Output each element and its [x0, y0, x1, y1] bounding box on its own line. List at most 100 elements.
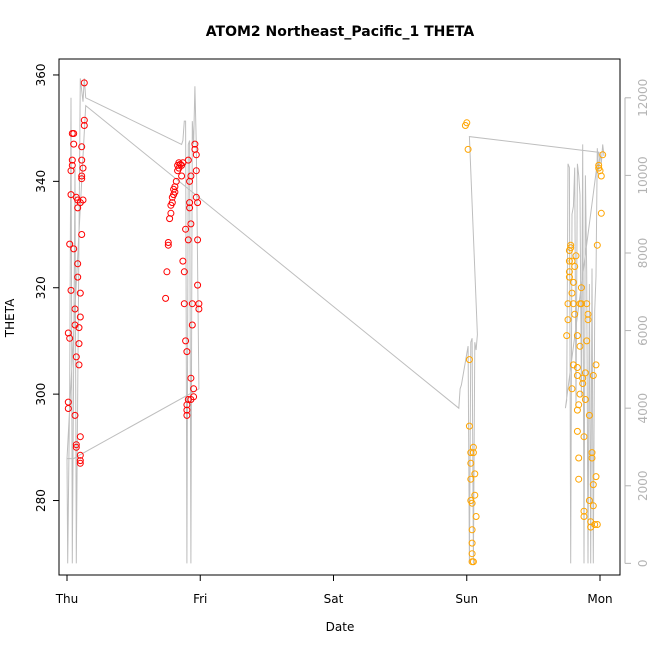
data-point: [568, 385, 576, 393]
y-axis-left: 280 300 320 340 360: [34, 64, 59, 512]
data-point: [67, 286, 75, 294]
data-point: [588, 449, 596, 457]
data-point: [164, 239, 172, 246]
data-point: [80, 79, 88, 87]
data-point: [183, 406, 191, 414]
y-tick-label: 320: [34, 276, 48, 299]
data-point: [183, 348, 191, 356]
data-point: [463, 119, 471, 127]
data-point: [72, 441, 80, 449]
y2-tick-label: 2000: [636, 470, 650, 501]
data-point: [564, 300, 572, 308]
data-point: [164, 241, 172, 249]
data-point: [589, 372, 597, 379]
data-point: [568, 257, 576, 265]
x-tick-label: Sun: [455, 592, 478, 606]
data-point: [564, 316, 572, 324]
y-axis-label: THETA: [3, 298, 17, 338]
data-point: [575, 454, 583, 462]
data-point: [172, 177, 180, 185]
data-point: [187, 172, 195, 180]
data-point: [565, 257, 573, 265]
y2-tick-label: 0: [636, 560, 650, 568]
data-point: [569, 361, 577, 369]
chart-title: ATOM2 Northeast_Pacific_1 THETA: [206, 24, 475, 40]
data-point: [569, 300, 577, 308]
data-point: [187, 220, 195, 228]
data-point: [71, 411, 79, 419]
data-point: [76, 451, 84, 459]
data-point: [78, 156, 86, 164]
y2-tick-label: 6000: [636, 315, 650, 346]
data-point: [182, 337, 190, 345]
data-point: [569, 278, 577, 286]
data-point: [599, 151, 607, 159]
data-point: [79, 164, 87, 172]
data-point: [593, 521, 601, 528]
data-point: [179, 257, 187, 265]
data-point: [584, 316, 592, 324]
data-point: [597, 209, 605, 217]
x-tick-label: Mon: [587, 592, 612, 606]
data-point: [465, 356, 473, 364]
data-point: [76, 457, 84, 465]
data-point: [567, 244, 575, 252]
data-point: [74, 260, 82, 268]
data-point: [580, 433, 588, 441]
data-point: [568, 289, 576, 297]
data-point: [188, 321, 196, 329]
y-tick-label: 280: [34, 489, 48, 512]
data-point: [71, 305, 79, 313]
data-point: [180, 300, 188, 308]
data-point: [66, 334, 74, 342]
data-point: [471, 491, 479, 499]
data-point: [66, 240, 74, 248]
data-point: [68, 161, 76, 169]
data-point: [464, 145, 472, 153]
data-point: [563, 332, 571, 340]
data-point: [190, 393, 198, 401]
data-point: [182, 225, 190, 233]
data-point: [195, 300, 203, 308]
data-point: [580, 513, 588, 520]
data-point: [168, 199, 176, 207]
points-layer: [64, 79, 607, 566]
data-point: [580, 507, 588, 515]
data-point: [75, 361, 83, 369]
data-point: [184, 396, 192, 403]
x-tick-label: Thu: [55, 592, 79, 606]
data-point: [469, 449, 477, 457]
data-point: [194, 236, 202, 244]
data-point: [576, 390, 584, 398]
data-point: [576, 342, 584, 350]
data-point: [194, 199, 202, 207]
data-point: [468, 539, 476, 547]
data-point: [76, 313, 84, 321]
data-point: [75, 324, 83, 332]
data-point: [579, 380, 587, 387]
data-point: [471, 470, 479, 478]
x-tick-label: Sat: [324, 592, 344, 606]
y2-tick-label: 4000: [636, 393, 650, 424]
data-point: [188, 300, 196, 308]
x-tick-label: Fri: [193, 592, 207, 606]
data-point: [80, 122, 88, 129]
y2-tick-label: 10000: [636, 156, 650, 194]
data-point: [70, 140, 78, 148]
data-point: [589, 502, 597, 510]
data-point: [577, 300, 585, 308]
data-point: [571, 310, 579, 318]
data-point: [573, 427, 581, 435]
data-point: [592, 473, 600, 481]
data-point: [593, 241, 601, 249]
data-point: [195, 305, 203, 313]
data-point: [585, 497, 593, 504]
data-point: [468, 550, 476, 558]
data-point: [583, 300, 591, 308]
data-point: [72, 443, 80, 451]
data-point: [575, 401, 583, 409]
data-point: [589, 481, 597, 489]
data-point: [187, 374, 195, 382]
data-point: [584, 310, 592, 318]
data-point: [190, 385, 198, 393]
